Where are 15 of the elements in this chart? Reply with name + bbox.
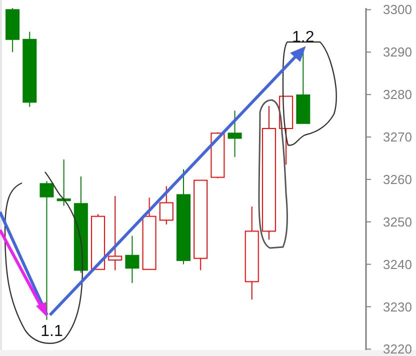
candlestick [159, 186, 174, 225]
y-tick-label: 3220 [383, 342, 412, 356]
y-tick-label: 3300 [383, 2, 412, 18]
y-tick-label: 3260 [383, 172, 412, 187]
candlestick [40, 180, 54, 320]
y-tick-label: 3280 [383, 87, 412, 102]
y-tick-label: 3230 [383, 299, 412, 314]
y-tick-label: 3240 [383, 256, 412, 272]
y-tick-label: 3270 [383, 130, 412, 145]
candlestick [125, 235, 140, 284]
annotation: 1.1 [40, 322, 63, 340]
y-tick-label: 3290 [383, 44, 412, 60]
candlestick [108, 195, 122, 271]
y-tick-label: 3250 [383, 214, 412, 230]
candlestick [228, 110, 242, 158]
